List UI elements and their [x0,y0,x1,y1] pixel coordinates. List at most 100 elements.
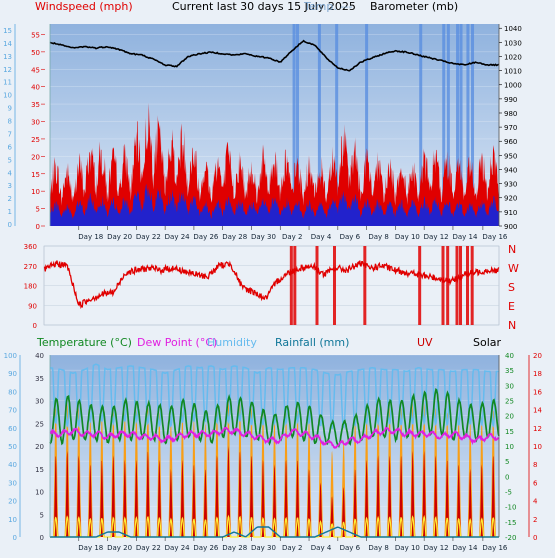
uv-tick-label: 8 [533,461,537,469]
humidity-tick-label: 100 [4,352,17,360]
windspeed-tick-label: 40 [31,84,40,92]
solar-tick-label: 30 [35,398,44,406]
rainfall-label: Rainfall (mm) [275,336,349,349]
solar-low-line [50,514,499,538]
barometer-tick-label: 910 [504,209,517,217]
wind-direction-line [43,260,500,310]
outer-left-tick-label: 4 [8,169,13,177]
uv-area [50,446,499,537]
humidity-tick-label: 60 [8,425,17,433]
rain-marker [365,24,369,226]
barometer-axis-label: Barometer (mb) [370,0,458,13]
temperature-tick-label: -15 [505,519,516,527]
bottom-x-tick-label: Day 26 [193,544,219,552]
compass-label: S [508,281,515,294]
humidity-tick-label: 10 [8,516,17,524]
solar-tick-label: 15 [35,466,44,474]
solar-label: Solar [473,336,502,349]
barometer-tick-label: 980 [504,110,517,118]
outer-left-tick-label: 11 [3,79,12,87]
direction-swing-band [446,246,450,325]
uv-tick-label: 0 [533,534,537,542]
bottom-x-tick-label: Day 8 [368,544,389,552]
top-x-tick-label: Day 20 [107,233,132,241]
temperature-tick-label: 25 [505,398,514,406]
bottom-x-tick-label: Day 30 [251,544,276,552]
windspeed-tick-label: 15 [31,171,40,179]
bottom-axes: 01020304050607080901000510152025303540-2… [4,352,543,552]
top-x-tick-label: Day 18 [78,233,103,241]
barometer-tick-label: 960 [504,138,517,146]
outer-left-tick-label: 3 [8,182,12,190]
windspeed-axis-label: Windspeed (mph) [35,0,133,13]
humidity-line [49,363,499,430]
direction-gridlines [44,245,499,326]
direction-swing-band [333,246,336,325]
temperature-tick-label: 20 [505,413,514,421]
humidity-tick-label: 90 [8,370,17,378]
humidity-tick-label: 20 [8,498,17,506]
outer-left-tick-label: 13 [3,53,12,61]
direction-swing-band [459,246,462,325]
barometer-tick-label: 1000 [504,82,522,90]
humidity-tick-label: 0 [13,534,17,542]
windspeed-tick-label: 30 [31,119,40,127]
bottom-x-tick-label: Day 6 [340,544,361,552]
barometer-tick-label: 900 [504,223,517,231]
bottom-x-tick-label: Day 18 [78,544,103,552]
outer-left-tick-label: 5 [8,156,12,164]
solar-tick-label: 5 [40,511,44,519]
rain-marker [466,24,470,226]
barometer-tick-label: 1020 [504,53,522,61]
windspeed-tick-label: 35 [31,101,40,109]
direction-tick-label: 270 [24,263,37,271]
temperature-tick-label: -20 [505,534,516,542]
bottom-x-tick-label: Day 10 [395,544,420,552]
top-x-tick-label: Day 22 [136,233,161,241]
windspeed-tick-label: 10 [31,188,40,196]
bottom-x-tick-label: Day 22 [136,544,161,552]
barometer-tick-label: 1030 [504,39,522,47]
rain-marker [292,24,296,226]
compass-label: N [508,319,516,332]
windspeed-area [50,102,499,226]
windspeed-tick-label: 45 [31,66,40,74]
outer-left-tick-label: 2 [8,195,12,203]
windspeed-tick-label: 55 [31,31,40,39]
bottom-x-tick-label: Day 28 [222,544,247,552]
uv-tick-label: 16 [533,388,542,396]
rain-marker [459,24,463,226]
windspeed-series [50,102,499,226]
outer-left-tick-label: 15 [3,27,12,35]
direction-swing-band [315,246,319,325]
barometer-tick-label: 940 [504,166,517,174]
barometer-tick-label: 930 [504,181,517,189]
windspeed-tick-label: 0 [36,223,40,231]
outer-left-tick-label: 14 [3,40,12,48]
uv-tick-label: 4 [533,498,538,506]
bottom-x-tick-label: Day 20 [107,544,132,552]
top-x-tick-label: Day 28 [222,233,247,241]
direction-swing-band [289,246,293,325]
direction-swing-band [470,246,474,325]
top-x-tick-label: Day 14 [452,233,478,241]
direction-swing-band [418,246,422,325]
temperature-tick-label: 5 [505,458,509,466]
windspeed-tick-label: 20 [31,153,40,161]
temperature-line [49,387,500,448]
uv-tick-label: 6 [533,479,538,487]
wind-direction-series [43,246,500,325]
direction-swing-band [293,246,297,325]
top-x-tick-label: Day 30 [251,233,276,241]
top-x-tick-label: Day 10 [395,233,420,241]
rain-marker [456,24,460,226]
windspeed-tick-label: 25 [31,136,40,144]
rain-marker [419,24,423,226]
humidity-label: Humidity [207,336,257,349]
top-x-tick-label: Day 2 [282,233,303,241]
solar-tick-label: 20 [35,443,44,451]
bottom-x-tick-label: Day 14 [452,544,478,552]
direction-tick-label: 0 [33,322,37,330]
